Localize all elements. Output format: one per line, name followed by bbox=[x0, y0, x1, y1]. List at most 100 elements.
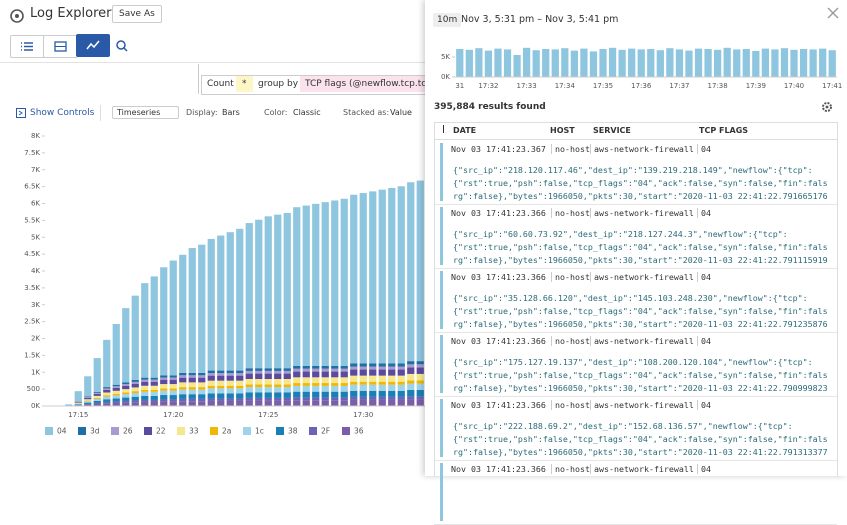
bar-segment bbox=[208, 373, 215, 376]
bar-segment bbox=[388, 363, 395, 366]
bar-segment bbox=[94, 398, 101, 399]
bar-segment bbox=[398, 382, 405, 385]
y-tick-label: 2K bbox=[31, 335, 40, 343]
bar-segment bbox=[170, 261, 177, 376]
bar-segment bbox=[388, 385, 395, 391]
bar-segment bbox=[398, 186, 405, 363]
bar-segment bbox=[236, 373, 243, 376]
bar-segment bbox=[160, 388, 167, 390]
bar-segment bbox=[312, 400, 319, 406]
bar-segment bbox=[417, 400, 424, 406]
bar-segment bbox=[227, 373, 234, 376]
bar bbox=[657, 50, 664, 77]
log-message-line: {"rst":true,"psh":false,"tcp_flags":"04"… bbox=[453, 242, 828, 252]
bar-segment bbox=[369, 400, 376, 406]
bar-segment bbox=[350, 397, 357, 400]
bar-segment bbox=[141, 283, 148, 378]
log-message-line: {"rst":true,"psh":false,"tcp_flags":"04"… bbox=[453, 434, 828, 444]
bar-segment bbox=[198, 373, 205, 375]
y-tick-label: 1K bbox=[31, 368, 40, 376]
bar-segment bbox=[141, 396, 148, 400]
bar bbox=[638, 49, 645, 77]
bar-segment bbox=[303, 386, 310, 392]
bar-segment bbox=[312, 204, 319, 366]
bar-segment bbox=[151, 402, 158, 406]
bar-segment bbox=[189, 394, 196, 399]
bar-segment bbox=[122, 384, 129, 386]
bar-segment bbox=[293, 400, 300, 406]
bar-segment bbox=[312, 369, 319, 372]
bar-segment bbox=[189, 373, 196, 375]
x-tick-label: 17:33 bbox=[517, 82, 537, 90]
bar-segment bbox=[331, 200, 338, 365]
bar-segment bbox=[360, 382, 367, 385]
bar-segment bbox=[132, 380, 139, 382]
log-date: Nov 03 17:41:23.366 bbox=[451, 336, 546, 346]
bar-segment bbox=[312, 386, 319, 392]
bar bbox=[552, 49, 559, 77]
bar-segment bbox=[265, 216, 272, 368]
bar-segment bbox=[170, 388, 177, 390]
row-divider bbox=[434, 268, 837, 269]
bar-segment bbox=[179, 387, 186, 389]
bar-segment bbox=[208, 381, 215, 386]
log-message-line: {"rst":true,"psh":false,"tcp_flags":"04"… bbox=[453, 306, 828, 316]
log-host: no-host bbox=[551, 464, 590, 474]
bar-segment bbox=[217, 376, 224, 381]
bar bbox=[647, 49, 654, 77]
bar-segment bbox=[322, 372, 329, 378]
log-date: Nov 03 17:41:23.366 bbox=[451, 208, 546, 218]
bar-segment bbox=[113, 386, 120, 388]
row-divider bbox=[434, 204, 837, 205]
bar-segment bbox=[284, 371, 291, 374]
legend-label: 04 bbox=[57, 427, 67, 436]
x-tick-label: 17:30 bbox=[353, 411, 373, 419]
legend-swatch bbox=[210, 427, 218, 435]
bar-segment bbox=[132, 402, 139, 406]
bar-segment bbox=[350, 382, 357, 385]
bar-segment bbox=[312, 383, 319, 386]
bar-segment bbox=[227, 232, 234, 370]
bar-segment bbox=[398, 397, 405, 400]
bar bbox=[800, 49, 807, 77]
bar-segment bbox=[208, 376, 215, 381]
bar-segment bbox=[160, 391, 167, 395]
bar-segment bbox=[227, 381, 234, 386]
bar-segment bbox=[369, 363, 376, 366]
bar-segment bbox=[293, 372, 300, 378]
bar-segment bbox=[141, 400, 148, 402]
bar-segment bbox=[274, 398, 281, 401]
bar-segment bbox=[341, 400, 348, 406]
bar-segment bbox=[417, 364, 424, 367]
bar-segment bbox=[179, 401, 186, 406]
bar-segment bbox=[388, 376, 395, 382]
log-message-line: rg":false},"bytes":1966050,"pkts":30,"st… bbox=[453, 191, 828, 201]
bar-segment bbox=[293, 383, 300, 386]
bar-segment bbox=[369, 391, 376, 397]
bar-segment bbox=[84, 401, 91, 402]
bar-segment bbox=[407, 380, 414, 383]
status-bar bbox=[440, 335, 443, 393]
bar-segment bbox=[246, 374, 253, 379]
bar-segment bbox=[94, 403, 101, 404]
log-flags: 04 bbox=[697, 464, 711, 474]
bar bbox=[829, 50, 836, 77]
bar-segment bbox=[132, 393, 139, 397]
bar-segment bbox=[141, 378, 148, 380]
bar-segment bbox=[274, 379, 281, 384]
bar bbox=[609, 48, 616, 77]
bar-segment bbox=[303, 397, 310, 400]
log-flags: 04 bbox=[697, 144, 711, 154]
bar-segment bbox=[217, 381, 224, 386]
x-tick-label: 17:25 bbox=[258, 411, 278, 419]
legend-label: 2F bbox=[321, 427, 330, 436]
log-flags: 04 bbox=[697, 400, 711, 410]
bar-segment bbox=[417, 368, 424, 374]
bar-segment bbox=[141, 390, 148, 392]
bar-segment bbox=[84, 397, 91, 398]
bar-segment bbox=[341, 397, 348, 400]
bar-segment bbox=[246, 384, 253, 387]
bar-segment bbox=[417, 396, 424, 399]
bar-segment bbox=[360, 376, 367, 382]
bar-segment bbox=[113, 395, 120, 398]
